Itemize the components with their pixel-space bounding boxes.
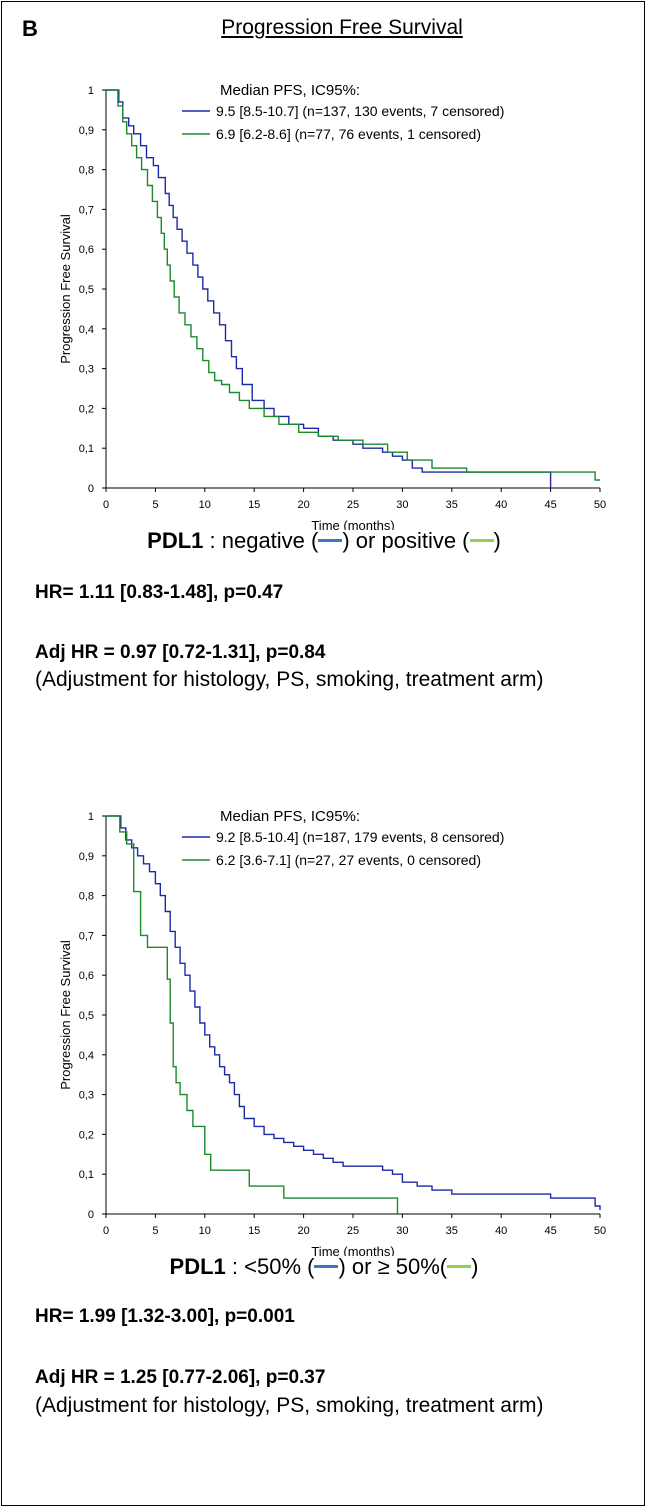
y-axis-label: Progression Free Survival xyxy=(58,214,73,364)
caption-2-text-c: ) xyxy=(471,1254,479,1279)
y-tick-label: 1 xyxy=(88,85,94,97)
caption-1-text-b: ) or positive ( xyxy=(342,528,470,553)
hr-2: HR= 1.99 [1.32-3.00], p=0.001 xyxy=(35,1306,295,1327)
y-tick-label: 0,8 xyxy=(79,165,94,177)
caption-2-text-b: ) or ≥ 50%( xyxy=(338,1254,448,1279)
caption-1: PDL1 : negative ( ) or positive () xyxy=(0,528,648,554)
legend-entry-1: 9.5 [8.5-10.7] (n=137, 130 events, 7 cen… xyxy=(216,103,504,119)
x-tick-label: 25 xyxy=(347,499,359,511)
survival-curve-series-1 xyxy=(106,89,552,488)
y-tick-label: 0,4 xyxy=(79,1050,94,1062)
x-tick-label: 5 xyxy=(152,1225,158,1237)
km-chart-pdl1-negative-positive: 00,10,20,30,40,50,60,70,80,910 5 10 15 20 25 3… xyxy=(58,82,606,530)
y-tick-label: 0,1 xyxy=(79,443,94,455)
x-tick-label: 15 xyxy=(248,499,260,511)
survival-curve-series-1 xyxy=(106,815,601,1210)
km-chart-pdl1-threshold-50: 00,10,20,30,40,50,60,70,80,910 5 10 15 20 25 3… xyxy=(58,808,606,1256)
x-tick-label: 30 xyxy=(396,499,408,511)
y-tick-label: 1 xyxy=(88,811,94,823)
y-tick-label: 0,5 xyxy=(79,1010,94,1022)
y-tick-label: 0,2 xyxy=(79,403,94,415)
y-tick-label: 0,6 xyxy=(79,970,94,982)
above-50-line-swatch xyxy=(447,1264,472,1268)
caption-2: PDL1 : <50% ( ) or ≥ 50%() xyxy=(0,1254,648,1280)
caption-2-label: PDL1 xyxy=(169,1254,226,1279)
figure-title: Progression Free Survival xyxy=(0,16,648,40)
negative-line-swatch xyxy=(318,538,343,542)
x-tick-label: 20 xyxy=(297,1225,309,1237)
x-tick-label: 5 xyxy=(152,499,158,511)
y-tick-label: 0,1 xyxy=(79,1169,94,1181)
legend-title: Median PFS, IC95%: xyxy=(220,82,360,99)
x-axis-label: Time (months) xyxy=(311,518,394,530)
adjustment-note-2: (Adjustment for histology, PS, smoking, … xyxy=(35,1394,544,1417)
hr-1: HR= 1.11 [0.83-1.48], p=0.47 xyxy=(35,582,284,603)
x-tick-label: 25 xyxy=(347,1225,359,1237)
legend-title: Median PFS, IC95%: xyxy=(220,808,360,825)
adj-hr-2: Adj HR = 1.25 [0.77-2.06], p=0.37 xyxy=(35,1367,326,1388)
x-tick-label: 45 xyxy=(544,1225,556,1237)
x-tick-label: 15 xyxy=(248,1225,260,1237)
x-tick-label: 35 xyxy=(446,1225,458,1237)
y-tick-label: 0,3 xyxy=(79,364,94,376)
legend-entry-2: 6.2 [3.6-7.1] (n=27, 27 events, 0 censor… xyxy=(216,852,481,868)
y-tick-label: 0,4 xyxy=(79,324,94,336)
x-tick-label: 10 xyxy=(199,1225,211,1237)
panel-letter: B xyxy=(22,16,38,41)
y-tick-label: 0,7 xyxy=(79,930,94,942)
y-tick-label: 0,2 xyxy=(79,1129,94,1141)
caption-1-label: PDL1 xyxy=(147,528,204,553)
x-axis-label: Time (months) xyxy=(311,1244,394,1256)
x-tick-label: 50 xyxy=(594,499,606,511)
x-tick-label: 0 xyxy=(103,499,109,511)
legend-entry-1: 9.2 [8.5-10.4] (n=187, 179 events, 8 cen… xyxy=(216,829,504,845)
x-tick-label: 0 xyxy=(103,1225,109,1237)
y-tick-label: 0,8 xyxy=(79,891,94,903)
caption-1-text-c: ) xyxy=(493,528,501,553)
x-tick-label: 40 xyxy=(495,499,507,511)
adj-hr-1: Adj HR = 0.97 [0.72-1.31], p=0.84 xyxy=(35,642,326,663)
y-tick-label: 0,9 xyxy=(79,851,94,863)
below-50-line-swatch xyxy=(314,1264,339,1268)
caption-1-text-a: : negative ( xyxy=(203,528,319,553)
x-tick-label: 20 xyxy=(297,499,309,511)
survival-curve-series-2 xyxy=(106,89,600,481)
figure-title-text: Progression Free Survival xyxy=(221,16,463,39)
y-tick-label: 0 xyxy=(88,1209,94,1221)
y-tick-label: 0,3 xyxy=(79,1090,94,1102)
x-tick-label: 10 xyxy=(199,499,211,511)
y-tick-label: 0,6 xyxy=(79,244,94,256)
survival-curve-series-2 xyxy=(106,815,399,1214)
positive-line-swatch xyxy=(469,538,494,542)
x-tick-label: 45 xyxy=(544,499,556,511)
caption-2-text-a: : <50% ( xyxy=(225,1254,315,1279)
x-tick-label: 35 xyxy=(446,499,458,511)
y-tick-label: 0 xyxy=(88,483,94,495)
x-tick-label: 30 xyxy=(396,1225,408,1237)
y-axis-label: Progression Free Survival xyxy=(58,940,73,1090)
y-tick-label: 0,9 xyxy=(79,125,94,137)
y-tick-label: 0,5 xyxy=(79,284,94,296)
y-tick-label: 0,7 xyxy=(79,204,94,216)
x-tick-label: 40 xyxy=(495,1225,507,1237)
legend-entry-2: 6.9 [6.2-8.6] (n=77, 76 events, 1 censor… xyxy=(216,126,481,142)
x-tick-label: 50 xyxy=(594,1225,606,1237)
adjustment-note-1: (Adjustment for histology, PS, smoking, … xyxy=(35,668,544,691)
